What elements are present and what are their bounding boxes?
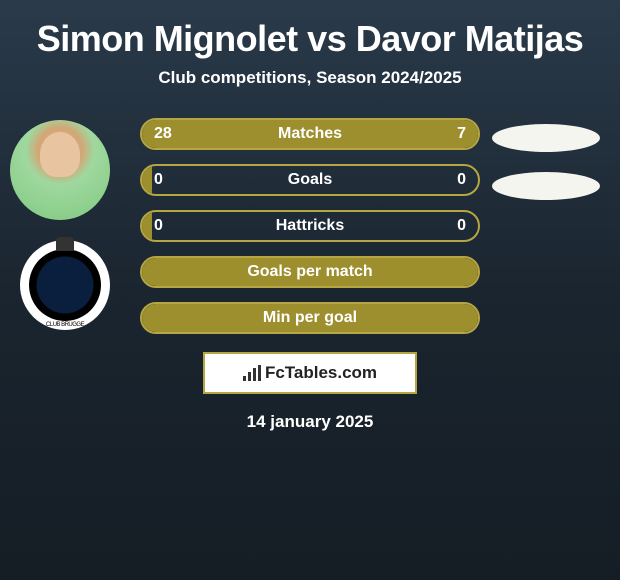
stat-bar: Goals per match [140, 256, 480, 288]
brand-logo: FcTables.com [203, 352, 417, 394]
stat-label: Goals [142, 166, 478, 194]
stat-bar: Min per goal [140, 302, 480, 334]
opponent-club-placeholder [492, 172, 600, 200]
right-avatars [492, 124, 600, 200]
stat-bar: 00Hattricks [140, 210, 480, 242]
stat-bar: 00Goals [140, 164, 480, 196]
chart-icon [243, 365, 261, 381]
stat-label: Matches [142, 120, 478, 148]
page-title: Simon Mignolet vs Davor Matijas [0, 10, 620, 64]
stat-label: Goals per match [142, 258, 478, 286]
subtitle: Club competitions, Season 2024/2025 [0, 64, 620, 118]
brand-text: FcTables.com [265, 363, 377, 383]
left-avatars: CLUB BRUGGE [10, 120, 110, 330]
date-label: 14 january 2025 [0, 412, 620, 432]
stat-bar: 287Matches [140, 118, 480, 150]
stat-label: Hattricks [142, 212, 478, 240]
stat-label: Min per goal [142, 304, 478, 332]
club-logo: CLUB BRUGGE [20, 240, 110, 330]
opponent-avatar-placeholder [492, 124, 600, 152]
player-avatar [10, 120, 110, 220]
